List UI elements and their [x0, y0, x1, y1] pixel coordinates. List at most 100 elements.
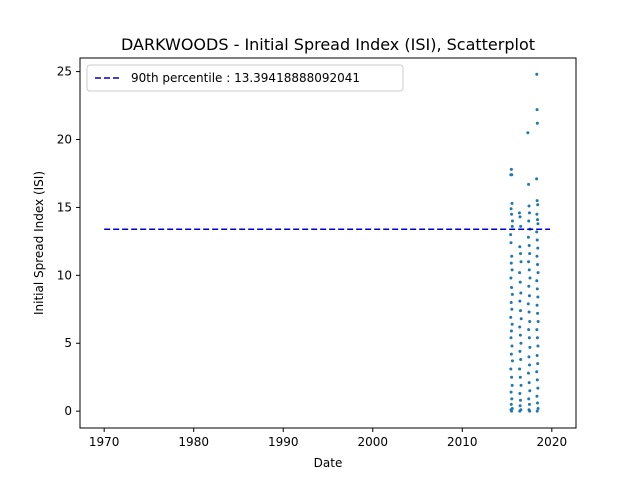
- scatter-point: [526, 235, 530, 239]
- scatter-point: [518, 392, 522, 395]
- scatter-point: [510, 268, 514, 272]
- scatter-point: [527, 402, 531, 406]
- x-tick-label: 1970: [89, 435, 120, 449]
- scatter-point: [510, 344, 514, 348]
- scatter-point: [527, 219, 531, 223]
- scatter-point: [527, 182, 531, 186]
- x-tick-label: 2010: [447, 435, 478, 449]
- scatter-point: [510, 307, 514, 311]
- scatter-point: [527, 355, 531, 359]
- y-tick-label: 0: [64, 404, 72, 418]
- scatter-point: [536, 222, 540, 226]
- y-tick-label: 15: [57, 200, 72, 214]
- scatter-point: [510, 383, 514, 387]
- scatter-point: [510, 173, 514, 177]
- scatter-point: [536, 320, 540, 324]
- scatter-point: [536, 295, 540, 299]
- scatter-point: [536, 262, 539, 266]
- scatter-point: [527, 381, 531, 385]
- scatter-point: [518, 367, 522, 371]
- scatter-point: [518, 245, 522, 249]
- scatter-point: [518, 404, 522, 408]
- scatter-point: [535, 353, 539, 357]
- scatter-point: [518, 215, 522, 219]
- scatter-point: [527, 211, 531, 215]
- y-tick-label: 20: [57, 132, 72, 146]
- scatter-point: [536, 218, 539, 222]
- scatter-point: [528, 345, 532, 349]
- scatter-point: [535, 199, 539, 203]
- x-axis-ticks: 1970 1980 1990 2000 2010 2020: [89, 428, 567, 449]
- scatter-point: [527, 294, 531, 298]
- scatter-points: [509, 72, 540, 413]
- scatter-point: [527, 268, 531, 272]
- scatter-point: [509, 241, 513, 245]
- scatter-point: [536, 271, 540, 275]
- scatter-point: [528, 276, 532, 280]
- scatter-point: [535, 212, 539, 216]
- scatter-point: [535, 336, 539, 340]
- scatter-point: [535, 303, 539, 307]
- scatter-point: [509, 233, 513, 237]
- x-axis-label: Date: [314, 456, 343, 470]
- scatter-point: [536, 344, 540, 348]
- legend: 90th percentile : 13.39418888092041: [86, 64, 404, 92]
- scatter-point: [518, 349, 522, 353]
- scatter-point: [528, 409, 532, 413]
- scatter-point: [527, 243, 531, 247]
- scatter-point: [509, 352, 513, 356]
- scatter-point: [509, 390, 513, 394]
- scatter-point: [509, 408, 513, 412]
- scatter-point: [509, 336, 513, 340]
- y-tick-label: 5: [64, 336, 72, 350]
- y-axis-label: Initial Spread Index (ISI): [32, 171, 46, 315]
- scatter-point: [535, 394, 539, 398]
- chart-title: DARKWOODS - Initial Spread Index (ISI), …: [121, 35, 535, 54]
- scatter-point: [509, 315, 513, 319]
- scatter-point: [535, 72, 539, 76]
- scatter-point: [510, 292, 514, 296]
- scatter-point: [518, 333, 522, 337]
- scatter-point: [510, 359, 514, 363]
- scatter-point: [510, 375, 514, 379]
- scatter-point: [519, 358, 523, 362]
- scatter-point: [536, 362, 540, 366]
- scatter-point: [510, 322, 514, 326]
- scatter-point: [526, 302, 530, 306]
- scatter-point: [535, 370, 539, 374]
- scatter-point: [535, 378, 539, 382]
- scatter-point: [510, 254, 514, 258]
- scatter-point: [518, 409, 522, 413]
- scatter-point: [509, 329, 513, 333]
- scatter-point: [527, 310, 531, 314]
- scatter-point: [528, 363, 532, 367]
- scatter-point: [510, 219, 514, 223]
- scatter-point: [527, 397, 531, 401]
- scatter-point: [519, 291, 523, 295]
- x-tick-label: 2000: [357, 435, 388, 449]
- scatter-point: [527, 204, 531, 208]
- scatter-point: [527, 284, 531, 288]
- scatter-point: [509, 367, 513, 371]
- scatter-point: [535, 121, 539, 125]
- scatter-point: [509, 261, 513, 265]
- scatter-point: [536, 311, 540, 315]
- scatter-point: [519, 383, 523, 387]
- scatter-point: [528, 252, 532, 256]
- scatter-point: [535, 177, 539, 181]
- x-tick-label: 2020: [537, 435, 568, 449]
- scatter-point: [528, 320, 532, 324]
- scatter-point: [535, 254, 539, 258]
- scatter-point: [535, 238, 539, 242]
- scatter-point: [535, 328, 539, 332]
- scatter-point: [535, 409, 539, 413]
- scatter-point: [509, 402, 513, 406]
- scatter-point: [518, 375, 522, 379]
- legend-label: 90th percentile : 13.39418888092041: [131, 71, 360, 85]
- scatter-point: [527, 328, 531, 332]
- scatter-point: [510, 286, 514, 290]
- scatter-point: [510, 212, 514, 216]
- scatter-point: [509, 300, 513, 304]
- scatter-point: [517, 211, 521, 215]
